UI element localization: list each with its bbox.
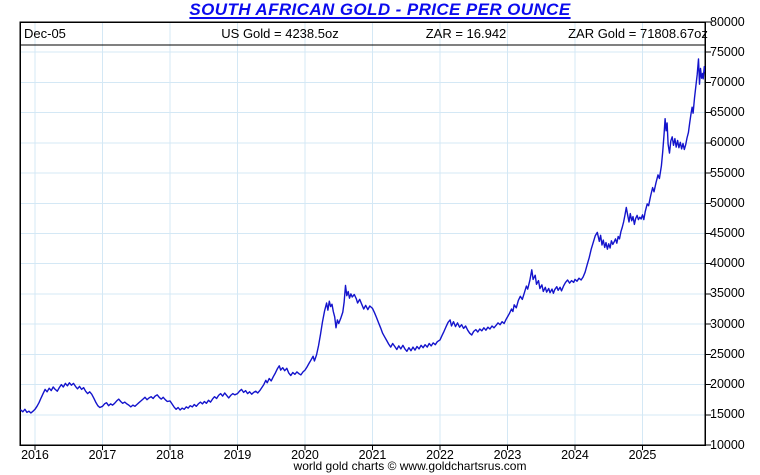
x-axis-label: 2019 xyxy=(223,448,252,462)
x-axis-label: 2020 xyxy=(291,448,319,462)
y-axis-label: 30000 xyxy=(710,316,745,331)
header-zar-rate: ZAR = 16.942 xyxy=(425,26,507,41)
y-axis-label: 20000 xyxy=(710,377,745,392)
y-axis-label: 15000 xyxy=(710,407,745,422)
x-axis-label: 2021 xyxy=(358,448,387,462)
x-axis-label: 2025 xyxy=(628,448,657,462)
y-axis-label: 35000 xyxy=(710,286,745,301)
y-axis-label: 80000 xyxy=(710,14,745,29)
y-axis-label: 10000 xyxy=(710,437,745,452)
gridlines xyxy=(20,22,705,445)
y-axis-label: 70000 xyxy=(710,74,745,89)
chart-title: SOUTH AFRICAN GOLD - PRICE PER OUNCE xyxy=(189,0,571,19)
y-axis-label: 65000 xyxy=(710,105,745,120)
axes-and-ticks xyxy=(19,21,711,450)
x-axis-label: 2017 xyxy=(88,448,117,462)
footer-credit: world gold charts © www.goldchartsrus.co… xyxy=(293,459,527,473)
x-axis-label: 2023 xyxy=(493,448,522,462)
x-axis-label: 2018 xyxy=(156,448,184,462)
x-axis-label: 2022 xyxy=(426,448,454,462)
y-axis-label: 45000 xyxy=(710,226,745,240)
y-axis-label: 40000 xyxy=(710,256,745,271)
header-zar-gold: ZAR Gold = 71808.67oz xyxy=(568,26,708,41)
price-line xyxy=(20,58,705,414)
y-axis-label: 55000 xyxy=(710,165,745,180)
header-us-gold: US Gold = 4238.5oz xyxy=(221,26,339,41)
y-axis-label: 60000 xyxy=(710,135,745,150)
y-axis-label: 25000 xyxy=(710,346,745,361)
x-axis-label: 2024 xyxy=(561,448,589,462)
y-axis-label: 75000 xyxy=(710,44,745,59)
header-date: Dec-05 xyxy=(24,26,66,41)
y-axis-label: 50000 xyxy=(710,195,745,210)
zar-gold-line xyxy=(20,58,705,414)
x-axis-label: 2016 xyxy=(21,448,49,462)
